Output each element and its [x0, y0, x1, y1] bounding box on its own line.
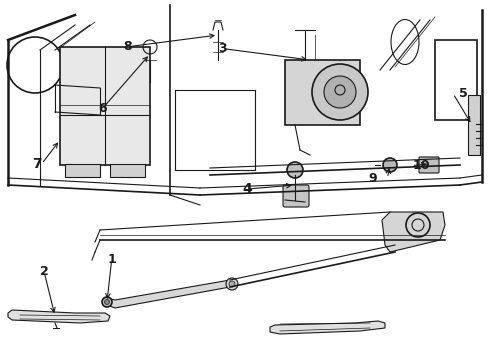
Circle shape: [226, 278, 238, 290]
Circle shape: [383, 158, 397, 172]
Circle shape: [102, 297, 112, 307]
Polygon shape: [8, 310, 110, 323]
Polygon shape: [270, 321, 385, 334]
FancyBboxPatch shape: [468, 95, 480, 155]
FancyBboxPatch shape: [283, 185, 309, 207]
Circle shape: [312, 64, 368, 120]
Text: 6: 6: [98, 102, 107, 114]
Circle shape: [104, 300, 109, 305]
Polygon shape: [382, 212, 445, 252]
Circle shape: [287, 162, 303, 178]
FancyBboxPatch shape: [110, 164, 145, 177]
Text: 9: 9: [368, 172, 377, 185]
Circle shape: [229, 281, 235, 287]
Text: 1: 1: [107, 253, 116, 266]
Circle shape: [324, 76, 356, 108]
FancyBboxPatch shape: [65, 164, 100, 177]
FancyBboxPatch shape: [419, 157, 439, 173]
Text: 8: 8: [123, 40, 132, 53]
Text: 4: 4: [243, 182, 252, 196]
Text: 5: 5: [459, 87, 467, 100]
FancyBboxPatch shape: [285, 60, 360, 125]
Text: 10: 10: [413, 159, 430, 172]
Text: 2: 2: [40, 265, 49, 278]
Text: 3: 3: [219, 42, 227, 55]
FancyBboxPatch shape: [60, 47, 150, 165]
Text: 7: 7: [32, 157, 42, 171]
Polygon shape: [107, 280, 232, 308]
